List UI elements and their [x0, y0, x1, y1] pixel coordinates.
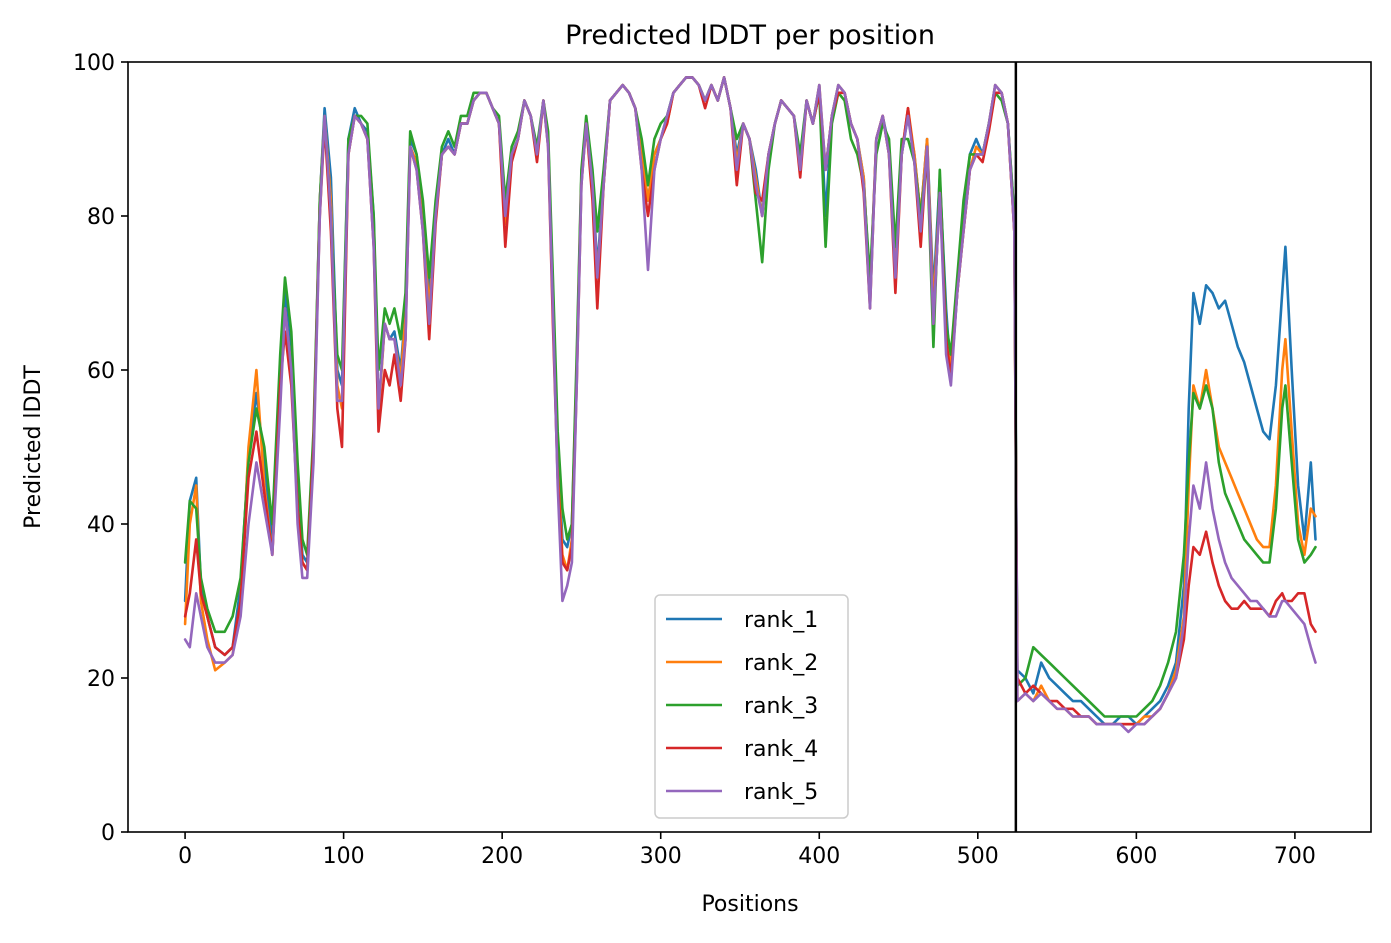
y-axis: 0 20 40 60 80 100 — [73, 51, 128, 846]
x-axis-label: Positions — [701, 892, 798, 917]
y-tick-label: 80 — [87, 205, 115, 230]
legend-label: rank_1 — [744, 608, 818, 633]
y-tick-label: 0 — [101, 821, 115, 846]
legend-label: rank_5 — [744, 780, 818, 805]
x-tick-label: 600 — [1115, 844, 1157, 869]
y-tick-label: 100 — [73, 51, 115, 76]
x-tick-label: 0 — [178, 844, 192, 869]
x-tick-label: 700 — [1274, 844, 1316, 869]
plot-frame — [127, 61, 1372, 833]
y-tick-label: 20 — [87, 667, 115, 692]
series-layer — [183, 76, 1317, 734]
legend-label: rank_2 — [744, 651, 818, 676]
x-tick-label: 500 — [957, 844, 999, 869]
x-tick-label: 200 — [481, 844, 523, 869]
legend-box — [654, 594, 849, 819]
chart-title: Predicted lDDT per position — [565, 20, 935, 51]
series-line-rank-5 — [183, 76, 1317, 734]
y-tick-label: 60 — [87, 359, 115, 384]
y-tick-label: 40 — [87, 513, 115, 538]
x-axis: 0 100 200 300 400 500 600 700 — [178, 832, 1316, 869]
y-axis-label: Predicted lDDT — [21, 365, 46, 529]
legend-label: rank_4 — [744, 737, 818, 762]
x-tick-label: 400 — [798, 844, 840, 869]
x-tick-label: 300 — [640, 844, 682, 869]
legend: rank_1 rank_2 rank_3 rank_4 rank_5 — [654, 594, 849, 819]
legend-label: rank_3 — [744, 694, 818, 719]
x-tick-label: 100 — [323, 844, 365, 869]
